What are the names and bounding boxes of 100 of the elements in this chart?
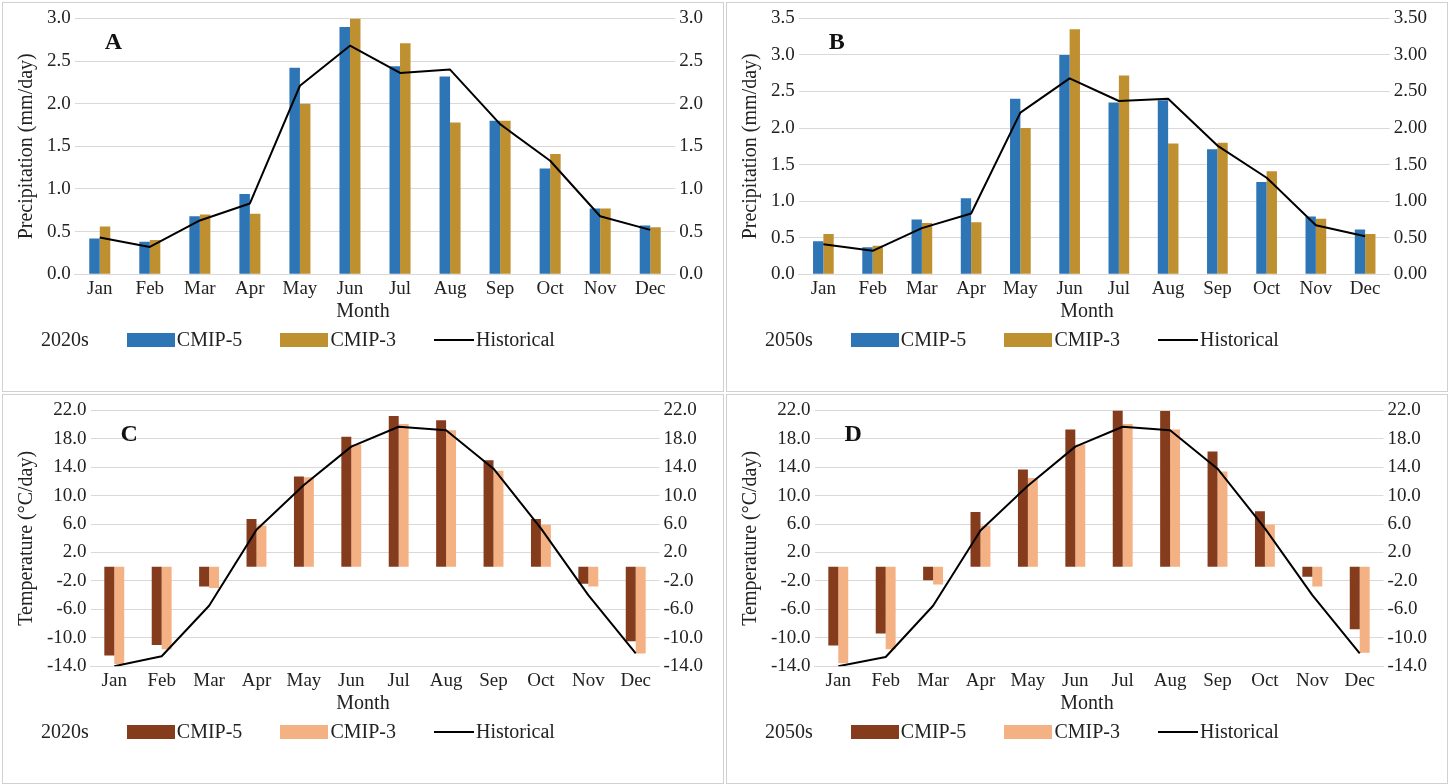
x-tick-label: Jul <box>387 668 410 690</box>
y2-tick-label: 2.50 <box>1393 79 1427 101</box>
bar <box>151 566 162 645</box>
x-tick-label: Nov <box>571 668 606 690</box>
x-tick-label: Apr <box>956 276 987 298</box>
bar <box>249 213 261 274</box>
y2-tick-label: 2.00 <box>1393 116 1427 138</box>
legend-title: 2020s <box>41 328 89 351</box>
bar <box>341 436 352 567</box>
x-tick-label: Mar <box>906 276 939 298</box>
y-tick-label: 14.0 <box>777 455 811 477</box>
bar <box>1264 524 1275 567</box>
y-tick-label: 18.0 <box>777 426 811 448</box>
bar <box>389 66 401 274</box>
y2-tick-label: -2.0 <box>663 568 694 590</box>
x-tick-label: Oct <box>527 668 556 690</box>
bar <box>139 241 150 274</box>
bar <box>114 566 125 665</box>
y-axis-title: Precipitation (mm/day) <box>14 53 38 240</box>
legend-title: 2050s <box>765 720 813 743</box>
y-tick-label: 2.0 <box>786 540 811 562</box>
bar <box>639 225 651 274</box>
x-tick-label: Nov <box>1299 276 1333 298</box>
annotation: A <box>104 27 123 54</box>
bar <box>446 430 457 567</box>
y-tick-label: 2.0 <box>62 540 87 562</box>
bar <box>388 416 399 567</box>
bar <box>1027 477 1038 567</box>
y-tick-label: 22.0 <box>777 398 811 420</box>
y2-tick-label: 14.0 <box>663 455 697 477</box>
x-tick-label: Jun <box>1062 668 1089 690</box>
y2-tick-label: -14.0 <box>663 654 703 676</box>
x-tick-label: Mar <box>184 276 217 298</box>
legend-label: CMIP-3 <box>330 328 396 351</box>
bar <box>349 18 361 274</box>
bar <box>303 477 314 567</box>
bar <box>885 566 896 650</box>
bar <box>923 566 934 581</box>
y-axis-title: Temperature (°C/day) <box>14 450 38 626</box>
x-tick-label: May <box>282 276 318 298</box>
x-tick-label: May <box>1002 276 1039 298</box>
x-axis-title: Month <box>1059 691 1115 714</box>
x-tick-label: Feb <box>147 668 176 690</box>
bar <box>911 219 922 274</box>
bar <box>862 247 873 274</box>
x-tick-label: Nov <box>583 276 618 298</box>
legend-label: Historical <box>475 720 555 743</box>
x-tick-label: Jun <box>338 668 365 690</box>
y-tick-label: 14.0 <box>53 455 87 477</box>
y2-tick-label: 0.50 <box>1393 225 1427 247</box>
y2-tick-label: 18.0 <box>663 426 697 448</box>
x-tick-label: Feb <box>135 276 165 298</box>
bar <box>1254 511 1265 567</box>
bar <box>1065 429 1076 567</box>
bar <box>1108 102 1119 274</box>
y-tick-label: 0.5 <box>771 225 795 247</box>
bar <box>149 240 161 274</box>
legend-label: CMIP-3 <box>330 720 396 743</box>
y-tick-label: 18.0 <box>53 426 87 448</box>
y2-tick-label: -10.0 <box>1387 625 1427 647</box>
y-tick-label: 2.5 <box>771 79 795 101</box>
y-tick-label: 0.0 <box>771 262 795 284</box>
bar <box>351 444 362 567</box>
x-tick-label: Oct <box>536 276 565 298</box>
bar <box>1069 29 1080 274</box>
legend-label: CMIP-5 <box>176 328 243 351</box>
bar <box>1020 128 1031 274</box>
y2-tick-label: 6.0 <box>1387 512 1412 534</box>
y2-tick-label: 2.0 <box>663 540 688 562</box>
bar <box>1217 142 1228 274</box>
bar <box>1122 423 1133 567</box>
x-tick-label: Oct <box>1251 668 1280 690</box>
x-axis-title: Month <box>1059 299 1115 322</box>
y2-tick-label: -6.0 <box>1387 597 1418 619</box>
legend-label: CMIP-3 <box>1054 720 1120 743</box>
bar <box>1075 444 1086 567</box>
x-tick-label: Apr <box>965 668 996 690</box>
bar <box>1256 182 1267 274</box>
bar <box>450 122 461 274</box>
bar <box>578 566 589 584</box>
bar <box>161 566 172 650</box>
bar <box>104 566 115 656</box>
bar <box>960 198 972 274</box>
bar <box>1157 100 1169 274</box>
y2-tick-label: -14.0 <box>1387 654 1427 676</box>
y2-tick-label: 1.0 <box>679 176 703 198</box>
bar <box>813 241 824 274</box>
annotation: B <box>828 27 845 54</box>
y2-tick-label: 22.0 <box>663 398 697 420</box>
bar <box>1365 234 1376 274</box>
bar <box>635 566 646 654</box>
bar <box>1160 411 1171 567</box>
bar <box>823 234 834 274</box>
bar <box>400 43 411 274</box>
y-tick-label: -2.0 <box>56 568 87 590</box>
y-tick-label: 6.0 <box>786 512 811 534</box>
legend-label: CMIP-3 <box>1054 328 1120 351</box>
bar <box>483 460 494 567</box>
legend-label: Historical <box>1199 328 1279 351</box>
bar <box>933 566 944 585</box>
